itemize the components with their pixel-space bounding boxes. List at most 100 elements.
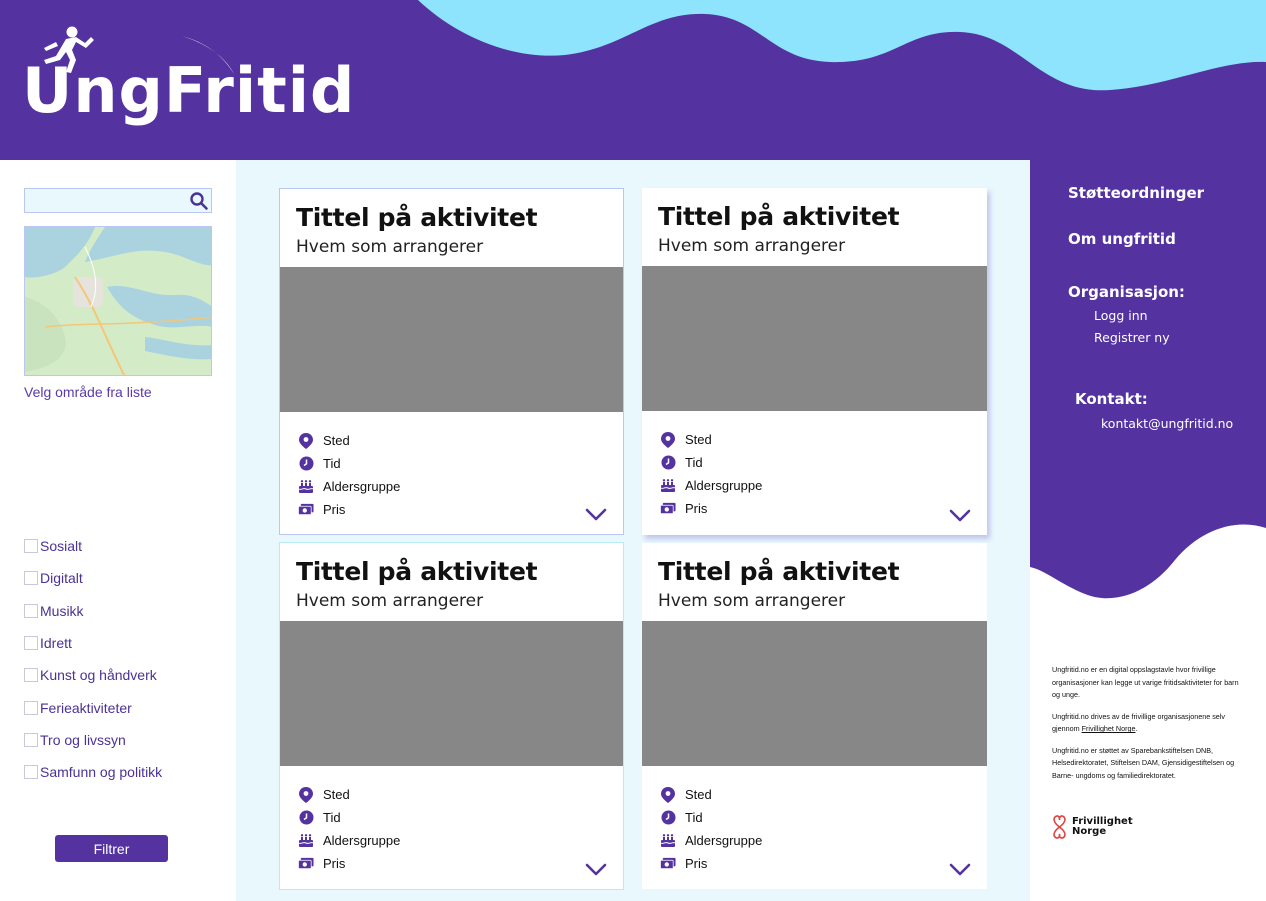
checkbox[interactable] (24, 765, 38, 780)
category-kunst-og-handverk[interactable]: Kunst og håndverk (24, 659, 162, 691)
nav-about[interactable]: Om ungfritid (1068, 230, 1176, 248)
activity-place: Sted (323, 433, 350, 448)
checkbox[interactable] (24, 539, 38, 554)
checkbox[interactable] (24, 700, 38, 715)
activity-title: Tittel på aktivitet (296, 557, 538, 586)
birthday-cake-icon (298, 834, 314, 847)
filter-sidebar: Velg område fra liste Sosialt Digitalt M… (0, 160, 236, 901)
activity-card[interactable]: Tittel på aktivitet Hvem som arrangerer … (642, 543, 987, 889)
frivillighet-norge-icon (1053, 815, 1066, 839)
category-samfunn-og-politikk[interactable]: Samfunn og politikk (24, 756, 162, 788)
location-pin-icon (661, 786, 675, 803)
activity-organizer: Hvem som arrangerer (658, 591, 846, 611)
activity-price: Pris (323, 856, 346, 871)
category-label: Digitalt (40, 570, 83, 587)
activity-organizer: Hvem som arrangerer (658, 236, 846, 256)
category-ferieaktiviteter[interactable]: Ferieaktiviteter (24, 691, 162, 723)
activity-age-group: Aldersgruppe (323, 479, 401, 494)
checkbox[interactable] (24, 732, 38, 747)
search-input[interactable] (24, 188, 212, 213)
runner-icon (44, 26, 94, 73)
about-paragraph: Ungfritid.no er en digital oppslagstavle… (1052, 665, 1239, 699)
category-sosialt[interactable]: Sosialt (24, 530, 162, 562)
clock-icon (661, 455, 675, 470)
chevron-down-icon[interactable] (585, 863, 607, 877)
activity-image-placeholder (280, 267, 623, 412)
category-label: Ferieaktiviteter (40, 699, 132, 716)
activity-details: Sted Tid Aldersgruppe Pris (660, 428, 762, 520)
checkbox[interactable] (24, 571, 38, 586)
activity-details: Sted Tid Aldersgruppe Pris (660, 783, 762, 875)
activity-time: Tid (685, 455, 703, 470)
category-label: Tro og livssyn (40, 731, 126, 748)
activity-title: Tittel på aktivitet (658, 557, 900, 586)
choose-area-link[interactable]: Velg område fra liste (24, 384, 152, 400)
birthday-cake-icon (660, 834, 676, 847)
login-link[interactable]: Logg inn (1094, 308, 1148, 323)
area-map[interactable] (24, 226, 212, 376)
frivillighet-norge-link[interactable]: Frivillighet Norge (1081, 724, 1136, 733)
ungfritid-logo[interactable]: UngFritid (22, 26, 354, 136)
about-paragraph: Ungfritid.no drives av de frivillige org… (1052, 711, 1225, 734)
activity-organizer: Hvem som arrangerer (296, 591, 484, 611)
clock-icon (661, 810, 675, 825)
activity-organizer: Hvem som arrangerer (296, 237, 484, 257)
register-link[interactable]: Registrer ny (1094, 330, 1170, 345)
category-idrett[interactable]: Idrett (24, 627, 162, 659)
organization-heading: Organisasjon: (1068, 283, 1185, 301)
activity-card[interactable]: Tittel på aktivitet Hvem som arrangerer … (642, 188, 987, 535)
search-icon[interactable] (189, 191, 209, 211)
activity-time: Tid (685, 810, 703, 825)
category-tro-og-livssyn[interactable]: Tro og livssyn (24, 724, 162, 756)
category-label: Idrett (40, 635, 72, 652)
activity-place: Sted (685, 432, 712, 447)
chevron-down-icon[interactable] (949, 509, 971, 523)
category-digitalt[interactable]: Digitalt (24, 562, 162, 594)
logo-line: Frivillighet (1072, 816, 1133, 827)
activity-card[interactable]: Tittel på aktivitet Hvem som arrangerer … (279, 188, 624, 535)
activity-grid: Tittel på aktivitet Hvem som arrangerer … (236, 160, 1030, 901)
birthday-cake-icon (660, 479, 676, 492)
location-pin-icon (661, 431, 675, 448)
activity-image-placeholder (642, 266, 987, 411)
checkbox[interactable] (24, 636, 38, 651)
birthday-cake-icon (298, 480, 314, 493)
money-icon (298, 857, 314, 870)
money-icon (660, 857, 676, 870)
chevron-down-icon[interactable] (949, 863, 971, 877)
chevron-down-icon[interactable] (585, 508, 607, 522)
nav-support-schemes[interactable]: Støtteordninger (1068, 184, 1205, 202)
category-label: Sosialt (40, 538, 83, 555)
clock-icon (299, 810, 313, 825)
activity-details: Sted Tid Aldersgruppe Pris (298, 783, 400, 875)
activity-time: Tid (323, 810, 341, 825)
activity-image-placeholder (280, 621, 623, 766)
clock-icon (299, 456, 313, 471)
activity-age-group: Aldersgruppe (323, 833, 401, 848)
category-musikk[interactable]: Musikk (24, 595, 162, 627)
activity-price: Pris (685, 501, 708, 516)
about-paragraph: Ungfritid.no er støttet av Sparebankstif… (1052, 745, 1235, 780)
frivillighet-norge-logo[interactable]: Frivillighet Norge (1051, 815, 1133, 839)
category-label: Samfunn og politikk (40, 764, 163, 781)
activity-details: Sted Tid Aldersgruppe Pris (298, 429, 400, 521)
money-icon (660, 502, 676, 515)
filter-button[interactable]: Filtrer (55, 835, 168, 862)
checkbox[interactable] (24, 668, 38, 683)
category-label: Musikk (40, 602, 84, 619)
logo-line: Norge (1072, 826, 1107, 837)
category-label: Kunst og håndverk (40, 667, 157, 684)
activity-card[interactable]: Tittel på aktivitet Hvem som arrangerer … (279, 542, 624, 890)
activity-place: Sted (323, 787, 350, 802)
contact-email-link[interactable]: kontakt@ungfritid.no (1101, 416, 1234, 431)
activity-image-placeholder (642, 621, 987, 766)
about-text: Ungfritid.no er en digital oppslagstavle… (1052, 664, 1242, 791)
category-list: Sosialt Digitalt Musikk Idrett Kunst og … (24, 530, 162, 788)
activity-place: Sted (685, 787, 712, 802)
activity-title: Tittel på aktivitet (658, 202, 900, 231)
activity-time: Tid (323, 456, 341, 471)
logo-wordmark: UngFritid (22, 54, 356, 127)
checkbox[interactable] (24, 603, 38, 618)
activity-price: Pris (323, 502, 346, 517)
